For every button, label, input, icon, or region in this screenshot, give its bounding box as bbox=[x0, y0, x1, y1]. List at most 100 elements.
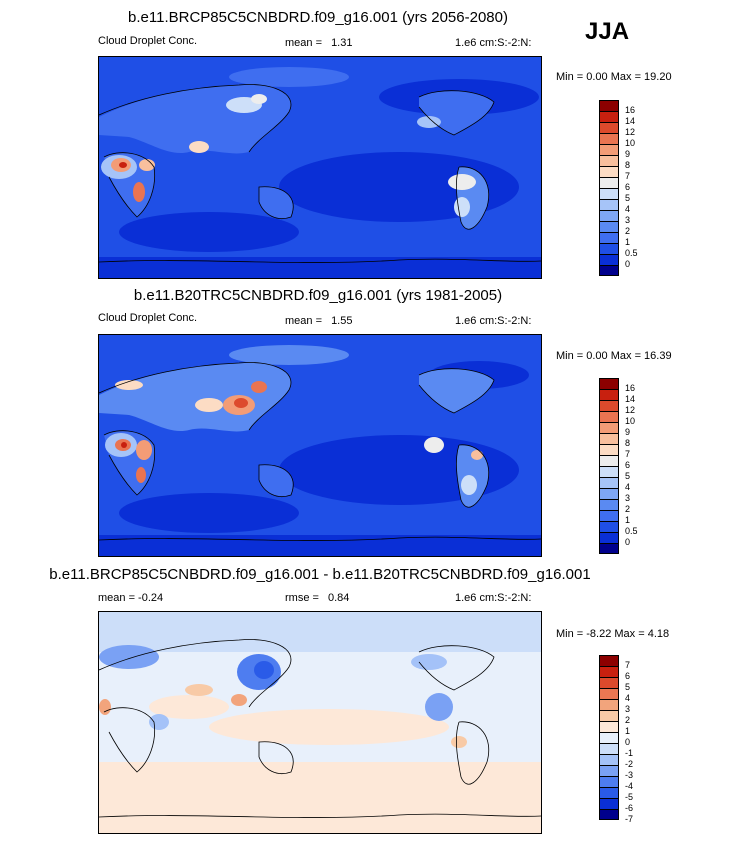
colorbar-tick-label: 5 bbox=[625, 471, 631, 481]
panel-3-title: b.e11.BRCP85C5CNBDRD.f09_g16.001 - b.e11… bbox=[49, 566, 591, 583]
colorbar-tick-label: 7 bbox=[625, 660, 631, 670]
panel-1-map bbox=[98, 56, 542, 279]
colorbar-tick-label: 2 bbox=[625, 504, 631, 514]
colorbar-tick-label: 3 bbox=[625, 493, 631, 503]
colorbar-swatch bbox=[599, 677, 619, 688]
colorbar-swatch bbox=[599, 100, 619, 111]
panel-3-stat-label: rmse = bbox=[285, 592, 319, 604]
colorbar-swatch bbox=[599, 243, 619, 254]
colorbar-tick-label: 9 bbox=[625, 149, 631, 159]
colorbar-tick-label: 7 bbox=[625, 449, 631, 459]
colorbar-tick-label: 3 bbox=[625, 704, 631, 714]
colorbar-swatch bbox=[599, 655, 619, 666]
colorbar-swatch bbox=[599, 721, 619, 732]
panel-3-units: 1.e6 cm:S:-2:N: bbox=[455, 592, 532, 604]
colorbar-swatch bbox=[599, 488, 619, 499]
panel-2-stat-value: 1.55 bbox=[331, 315, 353, 327]
colorbar-tick-label: 8 bbox=[625, 438, 631, 448]
colorbar-tick-label: -3 bbox=[625, 770, 634, 780]
colorbar-tick-label: 14 bbox=[625, 116, 636, 126]
colorbar-swatch bbox=[599, 732, 619, 743]
colorbar-swatch bbox=[599, 666, 619, 677]
panel-1-field-label: Cloud Droplet Conc. bbox=[98, 35, 198, 47]
panel-3-map bbox=[98, 611, 542, 834]
panel-3-colorbar-labels: 7 6 5 4 3 2 1 0 -1 -2 -3 -4 -5 -6 -7 bbox=[625, 655, 655, 830]
colorbar-swatch bbox=[599, 144, 619, 155]
panel-2-stat-label: mean = bbox=[285, 315, 322, 327]
colorbar-swatch bbox=[599, 754, 619, 765]
colorbar-tick-label: 0 bbox=[625, 737, 631, 747]
colorbar-tick-label: 1 bbox=[625, 515, 631, 525]
colorbar-swatch bbox=[599, 477, 619, 488]
colorbar-tick-label: 1 bbox=[625, 237, 631, 247]
colorbar-tick-label: -6 bbox=[625, 803, 634, 813]
colorbar-swatch bbox=[599, 422, 619, 433]
colorbar-tick-label: 10 bbox=[625, 138, 636, 148]
colorbar-swatch bbox=[599, 221, 619, 232]
colorbar-tick-label: 6 bbox=[625, 671, 631, 681]
colorbar-swatch bbox=[599, 688, 619, 699]
colorbar-tick-label: -2 bbox=[625, 759, 634, 769]
panel-3-colorbar bbox=[599, 655, 619, 820]
colorbar-swatch bbox=[599, 455, 619, 466]
colorbar-swatch bbox=[599, 499, 619, 510]
colorbar-swatch bbox=[599, 510, 619, 521]
colorbar-tick-label: -7 bbox=[625, 814, 634, 824]
colorbar-tick-label: 6 bbox=[625, 460, 631, 470]
colorbar-swatch bbox=[599, 809, 619, 820]
colorbar-tick-label: 5 bbox=[625, 193, 631, 203]
colorbar-swatch bbox=[599, 798, 619, 809]
colorbar-swatch bbox=[599, 444, 619, 455]
colorbar-tick-label: 6 bbox=[625, 182, 631, 192]
panel-2-colorbar-labels: 16 14 12 10 9 8 7 6 5 4 3 2 1 0.5 0 bbox=[625, 378, 655, 548]
colorbar-tick-label: 16 bbox=[625, 105, 636, 115]
colorbar-swatch bbox=[599, 466, 619, 477]
colorbar-swatch bbox=[599, 155, 619, 166]
colorbar-swatch bbox=[599, 210, 619, 221]
colorbar-tick-label: 5 bbox=[625, 682, 631, 692]
colorbar-tick-label: 4 bbox=[625, 482, 631, 492]
colorbar-tick-label: 3 bbox=[625, 215, 631, 225]
colorbar-swatch bbox=[599, 232, 619, 243]
panel-1-stat-label: mean = bbox=[285, 37, 322, 49]
colorbar-tick-label: 0 bbox=[625, 259, 631, 269]
colorbar-tick-label: 0.5 bbox=[625, 526, 638, 536]
colorbar-tick-label: 14 bbox=[625, 394, 636, 404]
panel-2-title: b.e11.B20TRC5CNBDRD.f09_g16.001 (yrs 198… bbox=[133, 287, 503, 304]
colorbar-tick-label: 4 bbox=[625, 693, 631, 703]
panel-1-units: 1.e6 cm:S:-2:N: bbox=[455, 37, 532, 49]
colorbar-tick-label: 2 bbox=[625, 226, 631, 236]
colorbar-swatch bbox=[599, 254, 619, 265]
season-label: JJA bbox=[585, 18, 630, 45]
panel-1-stat: mean = 1.31 bbox=[285, 37, 352, 49]
colorbar-tick-label: 12 bbox=[625, 405, 636, 415]
colorbar-tick-label: -1 bbox=[625, 748, 634, 758]
colorbar-tick-label: 12 bbox=[625, 127, 636, 137]
panel-2-stat: mean = 1.55 bbox=[285, 315, 352, 327]
panel-2-colorbar bbox=[599, 378, 619, 554]
panel-1-colorbar-labels: 16 14 12 10 9 8 7 6 5 4 3 2 1 0.5 0 bbox=[625, 100, 655, 270]
panel-1-minmax: Min = 0.00 Max = 19.20 bbox=[556, 71, 672, 83]
colorbar-tick-label: -4 bbox=[625, 781, 634, 791]
panel-1-title: b.e11.BRCP85C5CNBDRD.f09_g16.001 (yrs 20… bbox=[128, 9, 508, 26]
colorbar-swatch bbox=[599, 188, 619, 199]
colorbar-swatch bbox=[599, 710, 619, 721]
colorbar-swatch bbox=[599, 133, 619, 144]
colorbar-swatch bbox=[599, 787, 619, 798]
colorbar-swatch bbox=[599, 776, 619, 787]
colorbar-swatch bbox=[599, 265, 619, 276]
panel-3-stat-value: 0.84 bbox=[328, 592, 350, 604]
colorbar-tick-label: 0 bbox=[625, 537, 631, 547]
colorbar-swatch bbox=[599, 378, 619, 389]
colorbar-swatch bbox=[599, 433, 619, 444]
colorbar-swatch bbox=[599, 199, 619, 210]
colorbar-swatch bbox=[599, 166, 619, 177]
colorbar-swatch bbox=[599, 743, 619, 754]
colorbar-swatch bbox=[599, 389, 619, 400]
colorbar-tick-label: 16 bbox=[625, 383, 636, 393]
panel-3-minmax: Min = -8.22 Max = 4.18 bbox=[556, 628, 670, 640]
panel-1-stat-value: 1.31 bbox=[331, 37, 353, 49]
colorbar-tick-label: 0.5 bbox=[625, 248, 638, 258]
colorbar-tick-label: 8 bbox=[625, 160, 631, 170]
colorbar-swatch bbox=[599, 765, 619, 776]
